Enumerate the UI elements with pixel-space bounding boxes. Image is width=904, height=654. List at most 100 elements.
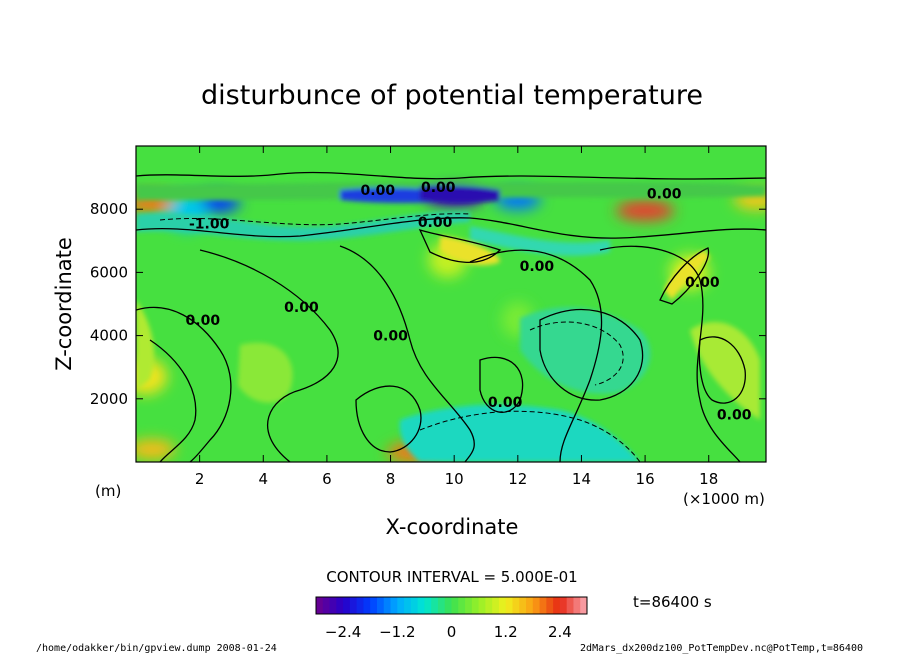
x-tick-label-1: 4 [258, 470, 268, 488]
x-tick-label-4: 10 [445, 470, 464, 488]
colorbar-cell-17 [431, 597, 439, 614]
field-bands [136, 181, 766, 462]
contour-line-0 [136, 171, 766, 180]
colorbar-cell-24 [478, 597, 486, 614]
colorbar-cell-28 [505, 597, 513, 614]
contour-line-2 [199, 249, 339, 462]
colorbar-cell-20 [451, 597, 459, 614]
colorbar-tick-label-2: 0 [447, 623, 457, 641]
colorbar-tick-label-4: 2.4 [548, 623, 572, 641]
field-feature-0 [616, 200, 675, 221]
colorbar-cell-7 [363, 597, 371, 614]
x-tick-label-0: 2 [195, 470, 205, 488]
colorbar-tick-label-1: −1.2 [379, 623, 415, 641]
colorbar-cell-25 [485, 597, 493, 614]
contour-label-7: 0.00 [284, 300, 319, 316]
colorbar-cell-32 [532, 597, 541, 614]
x-unit-left: (m) [95, 482, 121, 500]
contour-line-12 [479, 356, 524, 413]
colorbar-cell-38 [573, 597, 581, 614]
y-tick-label-3: 8000 [90, 200, 128, 218]
colorbar-cell-19 [444, 597, 452, 614]
colorbar-cell-23 [471, 597, 480, 614]
colorbar-cell-21 [458, 597, 466, 614]
x-tick-label-3: 8 [386, 470, 396, 488]
colorbar-cell-1 [322, 597, 331, 614]
x-tick-label-2: 6 [322, 470, 332, 488]
colorbar-frame [315, 596, 588, 615]
colorbar-cell-36 [559, 597, 568, 614]
y-tick-label-2: 6000 [90, 263, 128, 281]
contour-line-6 [136, 306, 232, 462]
field-feature-12 [136, 439, 176, 460]
colorbar-ticks: −2.4 −1.2 0 1.2 2.4 [325, 623, 572, 641]
colorbar-cell-14 [410, 597, 419, 614]
colorbar-cell-9 [376, 597, 385, 614]
footer-right: 2dMars_dx200dz100_PotTempDev.nc@PotTemp,… [580, 643, 863, 654]
field-band-11 [420, 185, 500, 203]
contour-negative-2 [529, 321, 624, 386]
colorbar-cell-37 [566, 597, 574, 614]
field-band-6 [690, 321, 760, 420]
field-band-7 [440, 236, 500, 266]
contour-line-10 [659, 247, 710, 305]
colorbar-cell-26 [492, 597, 500, 614]
colorbar-cell-34 [546, 597, 554, 614]
contour-line-11 [355, 385, 422, 453]
contour-label-8: 0.00 [186, 313, 221, 329]
contour-line-8 [539, 308, 644, 401]
chart-title: disturbunce of potential temperature [201, 80, 703, 111]
x-unit-right: (×1000 m) [683, 490, 765, 508]
contour-label-10: 0.00 [488, 395, 523, 411]
y-tick-label-1: 4000 [90, 327, 128, 345]
x-tick-label-6: 14 [572, 470, 591, 488]
contour-line-1 [136, 217, 766, 239]
y-tick-label-0: 2000 [90, 390, 128, 408]
colorbar-cell-3 [336, 597, 344, 614]
contour-label-4: -1.00 [189, 216, 230, 232]
contour-lines [136, 171, 766, 462]
contour-line-13 [698, 336, 746, 404]
colorbar-cell-5 [349, 597, 358, 614]
colorbar-cell-18 [437, 597, 446, 614]
colorbar-cell-33 [539, 597, 547, 614]
colorbar-cell-2 [329, 597, 337, 614]
contour-negative-1 [419, 410, 641, 462]
time-label: t=86400 s [633, 593, 712, 611]
contour-label-11: 0.00 [717, 408, 752, 424]
contour-line-4 [469, 249, 603, 462]
contour-label-group: 0.00 0.00 0.00 0.00 -1.00 0.00 0.00 0.00 0.00 0.0… [186, 180, 752, 424]
contour-label-5: 0.00 [520, 259, 555, 275]
field-band-5 [136, 300, 155, 390]
x-axis: 2 4 6 8 10 12 14 16 18 [195, 146, 718, 488]
colorbar-cell-29 [512, 597, 520, 614]
contour-label-1: 0.00 [421, 180, 456, 196]
colorbar [316, 597, 588, 614]
colorbar-cell-16 [424, 597, 432, 614]
colorbar-cell-27 [498, 597, 507, 614]
contour-label-9: 0.00 [373, 329, 408, 345]
colorbar-cell-35 [553, 597, 561, 614]
field-band-1 [470, 226, 610, 256]
colorbar-cell-31 [526, 597, 534, 614]
colorbar-cell-30 [519, 597, 527, 614]
colorbar-cell-6 [356, 597, 364, 614]
colorbar-cell-12 [397, 597, 405, 614]
colorbar-cell-13 [404, 597, 412, 614]
contour-negative-0 [159, 213, 471, 226]
contour-label-2: 0.00 [647, 186, 682, 202]
x-tick-label-5: 12 [508, 470, 527, 488]
field-band-3 [520, 307, 651, 394]
x-tick-label-8: 18 [699, 470, 718, 488]
field-band-4 [238, 342, 293, 403]
x-axis-label: X-coordinate [386, 515, 519, 539]
contour-line-7 [149, 339, 197, 462]
colorbar-cell-11 [390, 597, 398, 614]
contour-line-5 [599, 245, 741, 462]
contour-label-3: 0.00 [418, 215, 453, 231]
colorbar-cell-4 [343, 597, 351, 614]
contour-interval: CONTOUR INTERVAL = 5.000E-01 [326, 568, 577, 586]
plot-frame [135, 145, 767, 463]
field-band-2 [399, 404, 640, 462]
